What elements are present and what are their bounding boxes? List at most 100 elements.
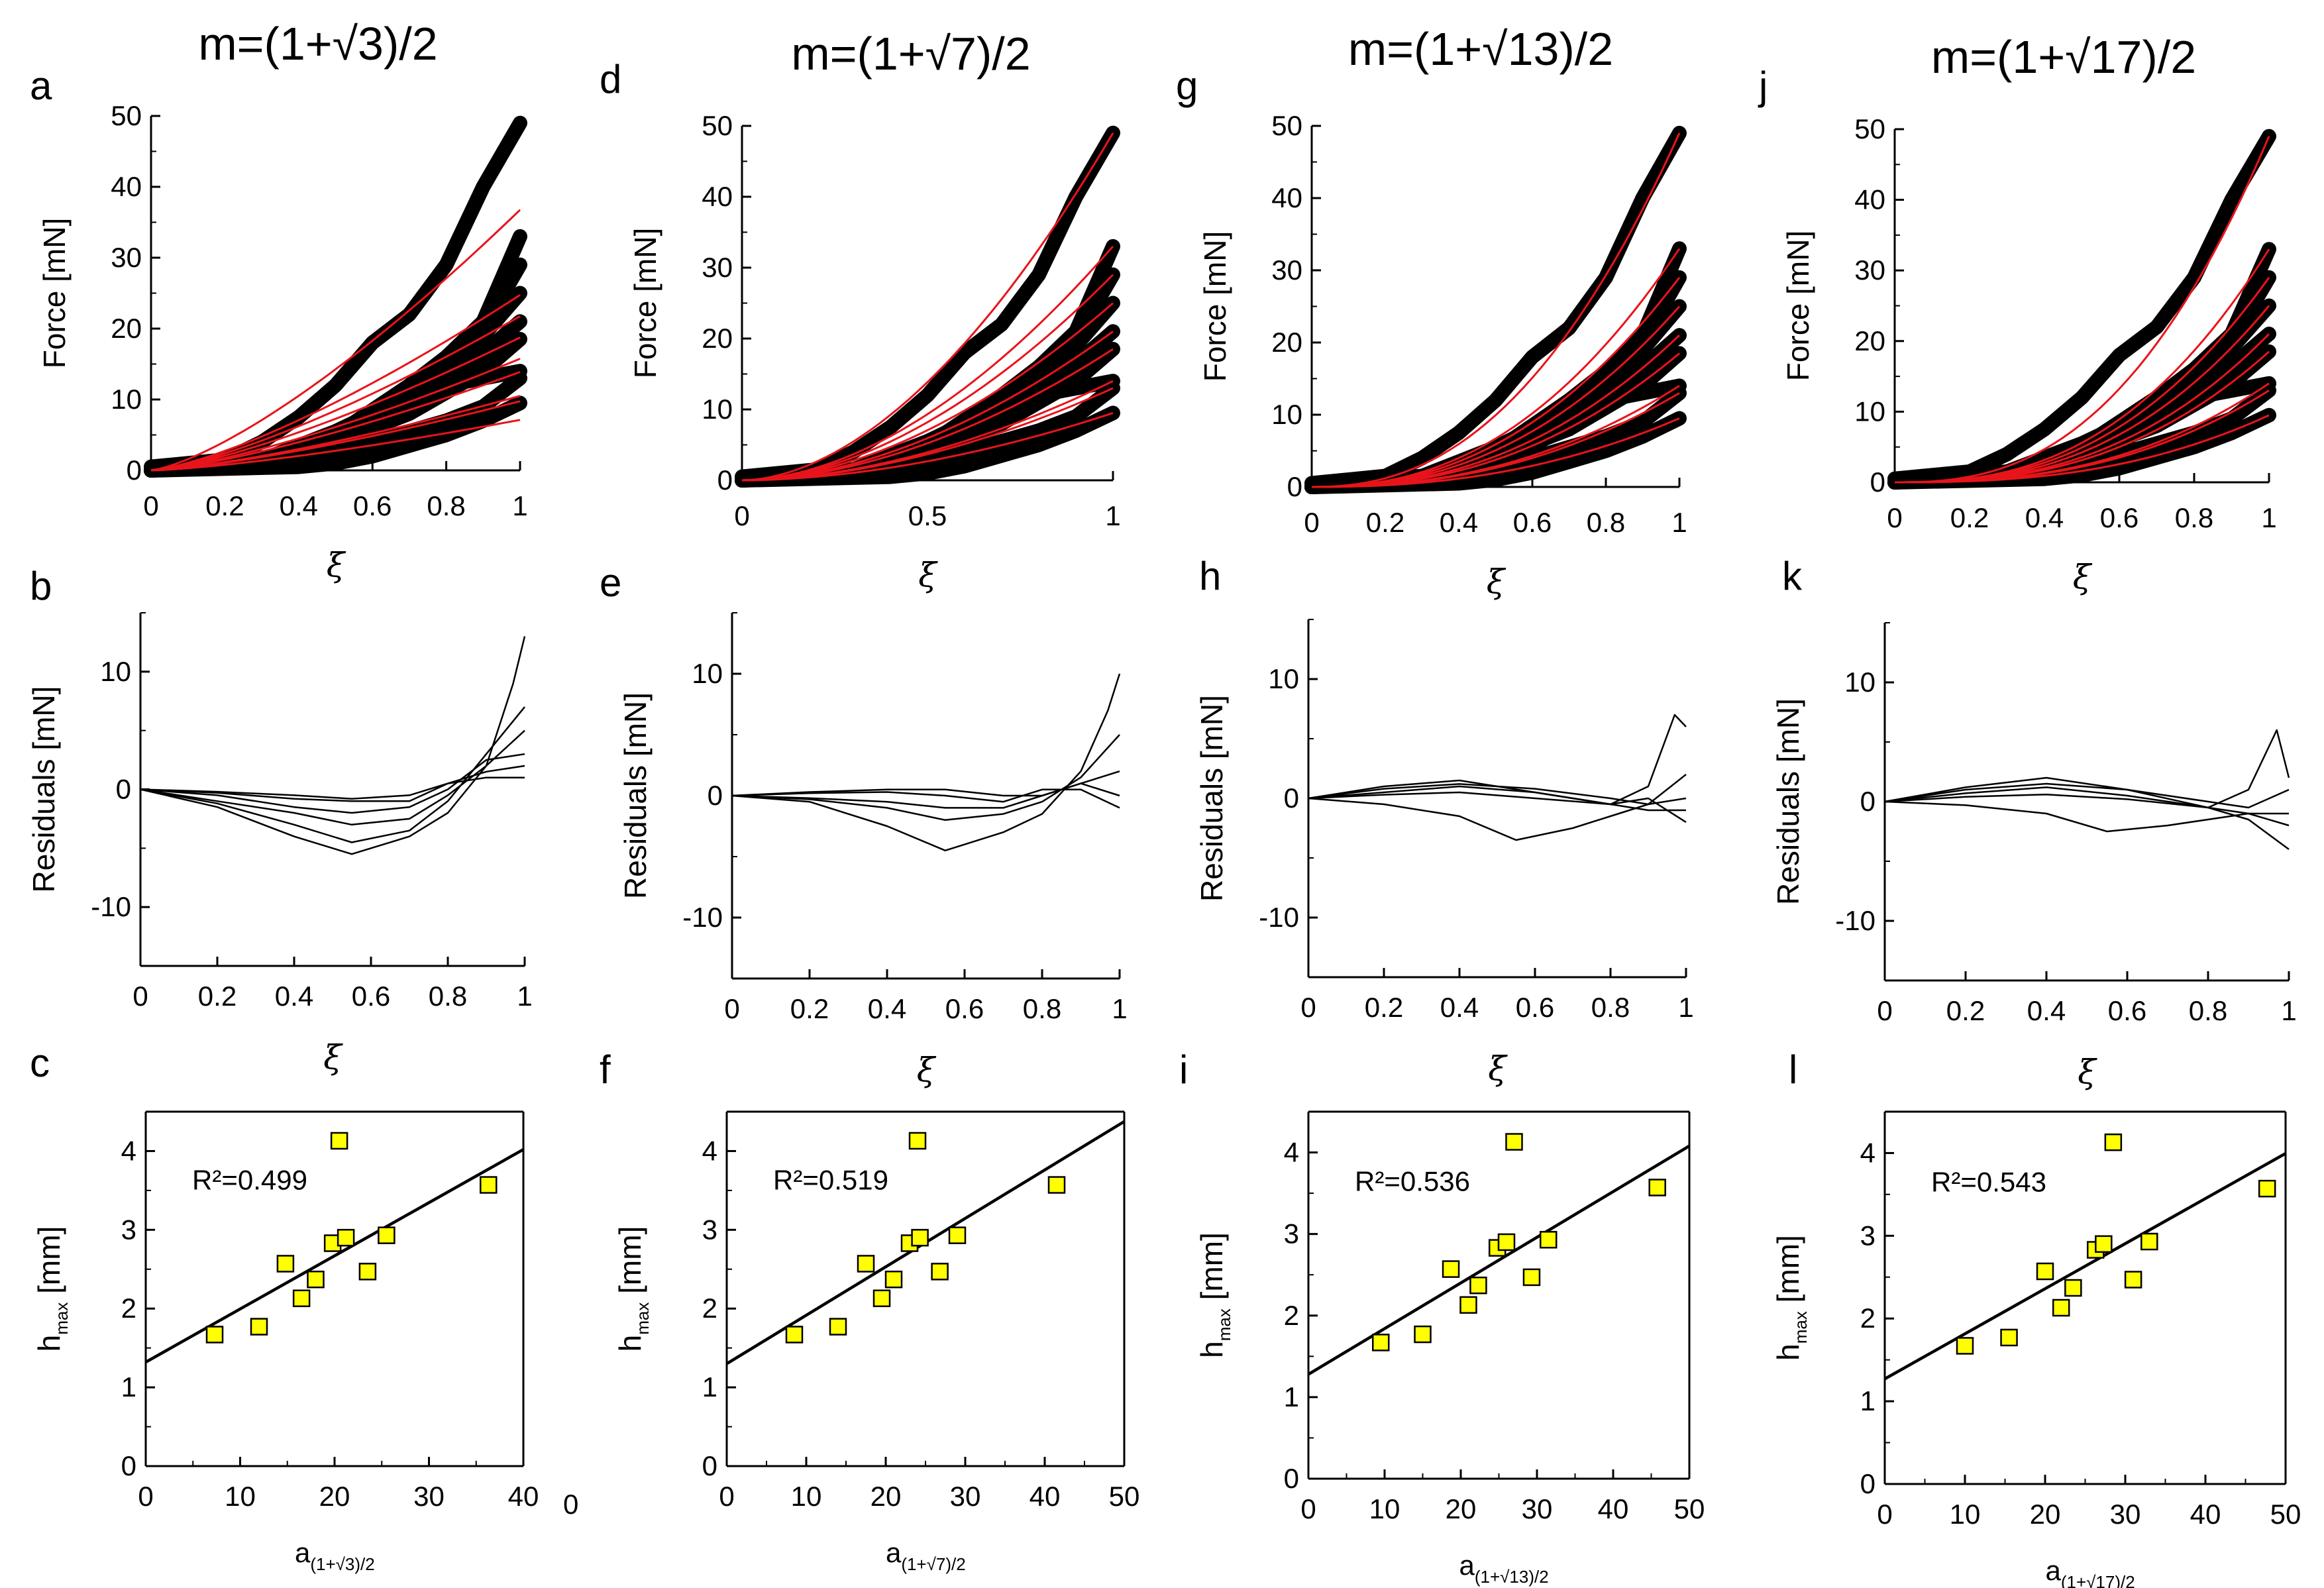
data-marker — [307, 1270, 325, 1289]
hmax-panel-c: 0 10 20 30 40 0 1 2 3 4 R²=0.499 hmax [mm] a(1+√3)/2 — [32, 1110, 539, 1574]
data-marker — [480, 1176, 498, 1194]
x-tick-label: 0.6 — [1516, 992, 1554, 1023]
measured-force-curve — [1887, 407, 2276, 490]
data-marker — [948, 1226, 967, 1244]
x-axis-label: ξ — [323, 1038, 343, 1077]
data-marker — [2052, 1298, 2070, 1317]
x-tick-label: 10 — [791, 1481, 822, 1512]
x-tick-label: 30 — [950, 1481, 981, 1512]
y-tick-label: 0 — [121, 1450, 136, 1481]
x-axis-label: a(1+√3)/2 — [295, 1537, 375, 1574]
y-tick-label: 50 — [111, 100, 142, 131]
regression-line — [1307, 1144, 1691, 1376]
data-marker — [1414, 1325, 1432, 1344]
y-tick-label: -10 — [1835, 905, 1875, 936]
fit-force-curve — [741, 411, 1114, 482]
stray-tick-label: 0 — [563, 1489, 578, 1520]
y-axis-label: hmax [mm] — [613, 1226, 653, 1352]
x-tick-label: 1 — [517, 980, 532, 1012]
data-marker — [1540, 1231, 1558, 1249]
residual-curve — [140, 706, 525, 843]
panel-label: e — [600, 560, 621, 605]
x-axis-label: ξ — [2078, 1053, 2097, 1091]
data-marker — [378, 1226, 396, 1244]
x-tick-label: 0 — [734, 500, 749, 531]
x-tick-label: 0.2 — [205, 490, 244, 521]
x-tick-label: 0.8 — [1023, 993, 1061, 1024]
data-marker — [931, 1263, 949, 1281]
x-tick-label: 0 — [1877, 1499, 1892, 1530]
hmax-panel-f: 0 10 20 30 40 50 0 1 2 3 4 R²=0.519 hmax [mm] a(1+√7)… — [613, 1110, 1139, 1574]
y-tick-label: 10 — [702, 394, 733, 425]
column-title: m=(1+√7)/2 — [791, 28, 1030, 79]
measured-force-curve — [1304, 125, 1687, 491]
y-tick-label: 3 — [1860, 1220, 1875, 1251]
fit-force-curve — [150, 358, 521, 472]
residual-curve — [1308, 791, 1687, 823]
x-tick-label: 0.4 — [868, 993, 906, 1024]
data-marker — [785, 1326, 804, 1344]
x-tick-label: 10 — [225, 1481, 256, 1512]
x-tick-label: 50 — [1674, 1493, 1705, 1524]
x-tick-label: 1 — [2281, 995, 2296, 1026]
y-tick-label: -10 — [91, 891, 131, 922]
column-title: m=(1+√13)/2 — [1348, 23, 1613, 75]
y-tick-label: 10 — [692, 658, 723, 689]
fit-force-curve — [1895, 414, 2270, 484]
x-tick-label: 0.2 — [1365, 992, 1403, 1023]
residual-panel-b: 0 0.2 0.4 0.6 0.8 1 10 0 -10 Residuals [mN] ξ — [26, 612, 533, 1077]
y-tick-label: 20 — [111, 313, 142, 344]
data-marker — [1505, 1133, 1523, 1151]
x-tick-label: 0 — [719, 1481, 734, 1512]
panel-label: j — [1758, 64, 1768, 108]
panel-label: a — [30, 64, 52, 108]
data-marker — [2064, 1279, 2082, 1297]
x-axis-label: a(1+√13)/2 — [1459, 1550, 1549, 1587]
data-marker — [1047, 1176, 1066, 1194]
fit-force-curve — [150, 419, 521, 472]
data-marker — [1522, 1268, 1541, 1287]
residual-curve — [140, 753, 525, 814]
x-tick-label: 1 — [1678, 992, 1693, 1023]
data-marker — [857, 1255, 875, 1273]
r-squared-label: R²=0.543 — [1931, 1166, 2046, 1197]
data-marker — [330, 1132, 348, 1150]
y-tick-label: 1 — [1860, 1385, 1875, 1416]
y-tick-label: 10 — [100, 656, 131, 687]
panel-label: h — [1199, 554, 1221, 598]
residual-panel-e: 0 0.2 0.4 0.6 0.8 1 10 0 -10 Residuals [mN] ξ — [618, 612, 1128, 1089]
fit-force-curve — [150, 209, 521, 472]
x-axis-label: a(1+√17)/2 — [2046, 1555, 2135, 1588]
y-axis-label: hmax [mm] — [1771, 1235, 1811, 1361]
y-axis-label: Force [mN] — [1781, 231, 1815, 381]
x-tick-label: 10 — [1950, 1499, 1981, 1530]
y-tick-label: 3 — [1284, 1218, 1299, 1249]
x-tick-label: 0 — [143, 490, 158, 521]
data-marker — [2104, 1133, 2123, 1151]
x-tick-label: 0.2 — [1366, 507, 1404, 538]
x-tick-label: 0 — [1877, 995, 1892, 1026]
x-axis-label: ξ — [918, 556, 938, 594]
y-tick-label: 0 — [1860, 786, 1875, 817]
measured-force-curve — [1304, 411, 1687, 494]
residual-curve — [140, 729, 525, 826]
data-marker — [1372, 1334, 1390, 1351]
y-axis-label: Residuals [mN] — [26, 686, 61, 893]
panel-label: f — [600, 1047, 611, 1092]
x-axis-label: ξ — [327, 546, 346, 584]
x-tick-label: 1 — [2261, 502, 2276, 533]
y-tick-label: 10 — [1271, 399, 1302, 430]
x-tick-label: 0.4 — [1440, 992, 1479, 1023]
y-tick-label: 4 — [1284, 1137, 1299, 1168]
x-tick-label: 40 — [1598, 1493, 1629, 1524]
y-tick-label: 2 — [1284, 1300, 1299, 1331]
residual-panel-k: 0 0.2 0.4 0.6 0.8 1 10 0 -10 Residuals [mN] ξ — [1771, 622, 2297, 1091]
y-tick-label: 10 — [1844, 666, 1875, 698]
residual-curve — [731, 782, 1120, 797]
y-tick-label: 2 — [702, 1293, 717, 1324]
y-tick-label: 20 — [1271, 327, 1302, 358]
